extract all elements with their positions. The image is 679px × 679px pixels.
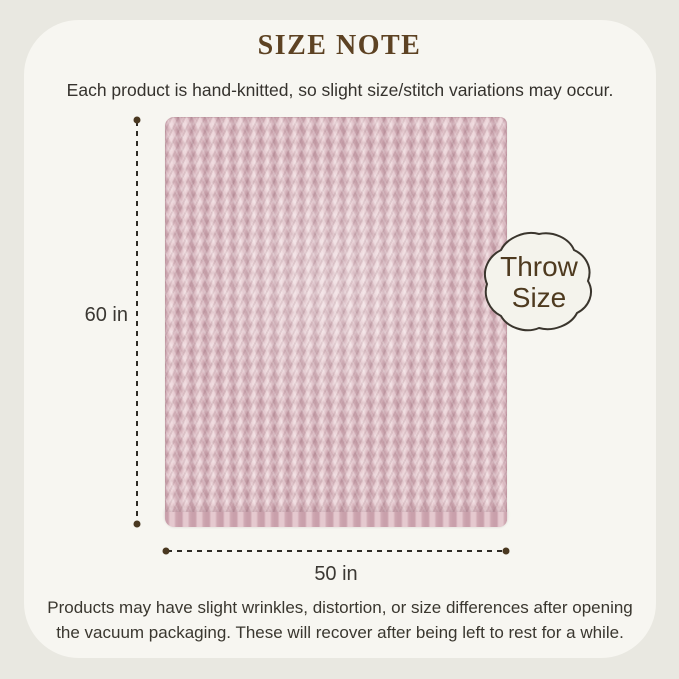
page-title: SIZE NOTE bbox=[257, 30, 422, 61]
width-label: 50 in bbox=[314, 563, 358, 585]
cloud-blob-icon bbox=[483, 232, 592, 332]
width-dimension-line bbox=[162, 547, 510, 555]
height-dimension-line bbox=[133, 116, 141, 528]
intro-text: Each product is hand-knitted, so slight … bbox=[66, 80, 614, 100]
blanket-image bbox=[165, 117, 507, 527]
height-label: 60 in bbox=[84, 304, 128, 326]
footer-note: Products may have slight wrinkles, disto… bbox=[47, 598, 633, 642]
throw-size-line2: Size bbox=[511, 282, 567, 313]
throw-size-line1: Throw bbox=[500, 250, 578, 282]
throw-size-text: Throw Size bbox=[480, 229, 598, 335]
throw-size-tag: Throw Size bbox=[480, 229, 598, 335]
